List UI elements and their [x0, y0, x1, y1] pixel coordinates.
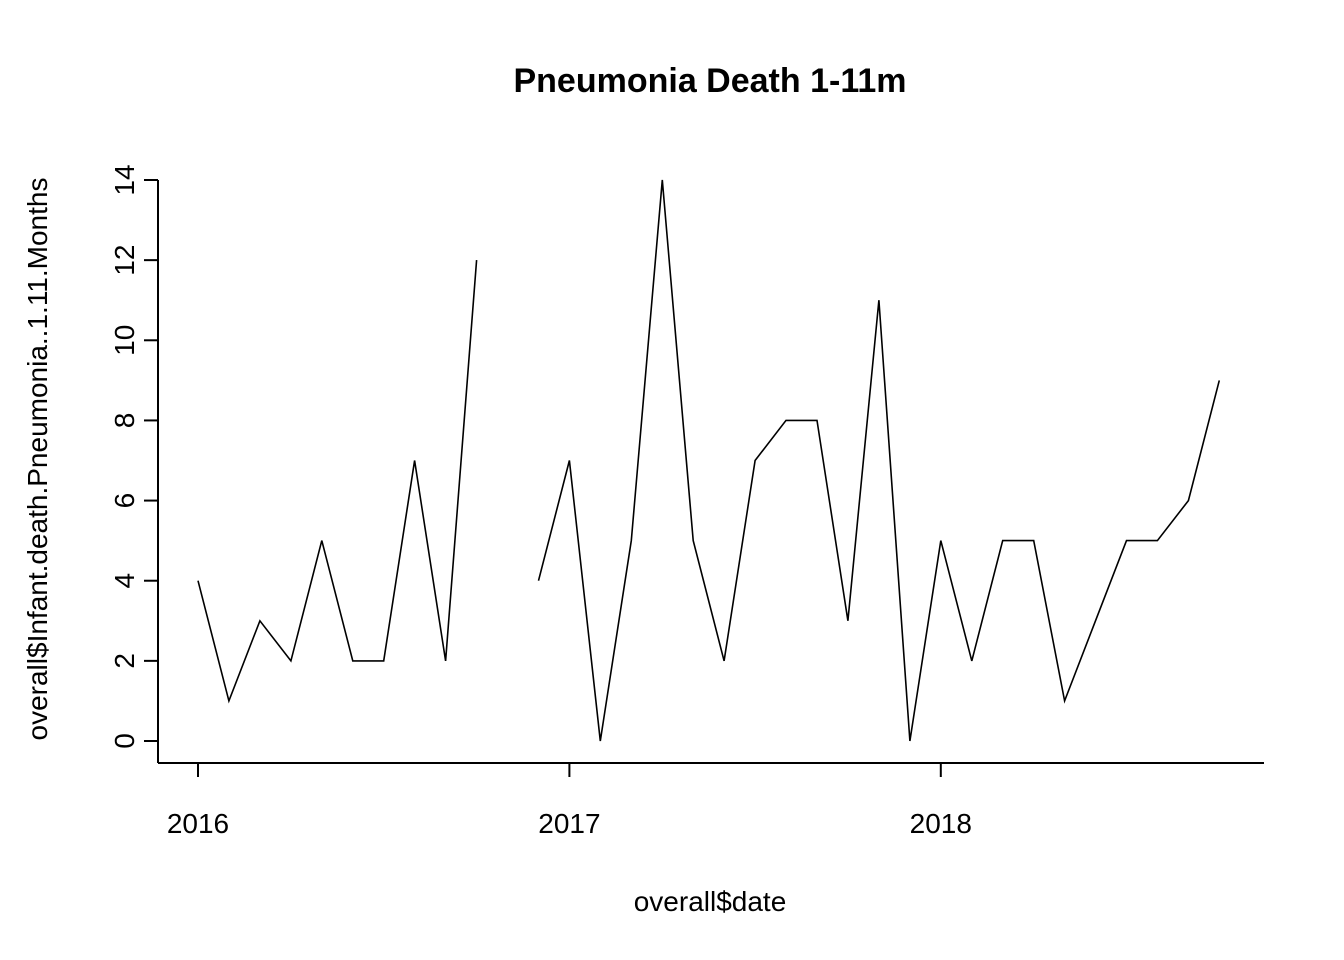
series-line-segment-2 — [537, 179, 1221, 742]
x-tick-label-2017: 2017 — [538, 808, 600, 839]
chart-title: Pneumonia Death 1-11m — [513, 62, 906, 100]
series-line-segment-1 — [197, 260, 478, 704]
y-tick-label-4: 4 — [109, 573, 140, 589]
x-tick-label-2016: 2016 — [167, 808, 229, 839]
series-layer — [197, 179, 1221, 742]
axes-group: 0 2 4 6 8 10 12 14 2016 2017 2018 — [109, 164, 1264, 839]
y-tick-label-8: 8 — [109, 413, 140, 429]
x-tick-label-2018: 2018 — [910, 808, 972, 839]
y-tick-label-0: 0 — [109, 733, 140, 749]
y-tick-label-6: 6 — [109, 493, 140, 509]
y-tick-label-12: 12 — [109, 245, 140, 276]
y-tick-label-10: 10 — [109, 325, 140, 356]
y-tick-label-14: 14 — [109, 164, 140, 195]
y-axis-label: overall$Infant.death.Pneumonia..1.11.Mon… — [22, 178, 53, 741]
x-axis-label: overall$date — [634, 886, 787, 917]
y-tick-label-2: 2 — [109, 653, 140, 669]
